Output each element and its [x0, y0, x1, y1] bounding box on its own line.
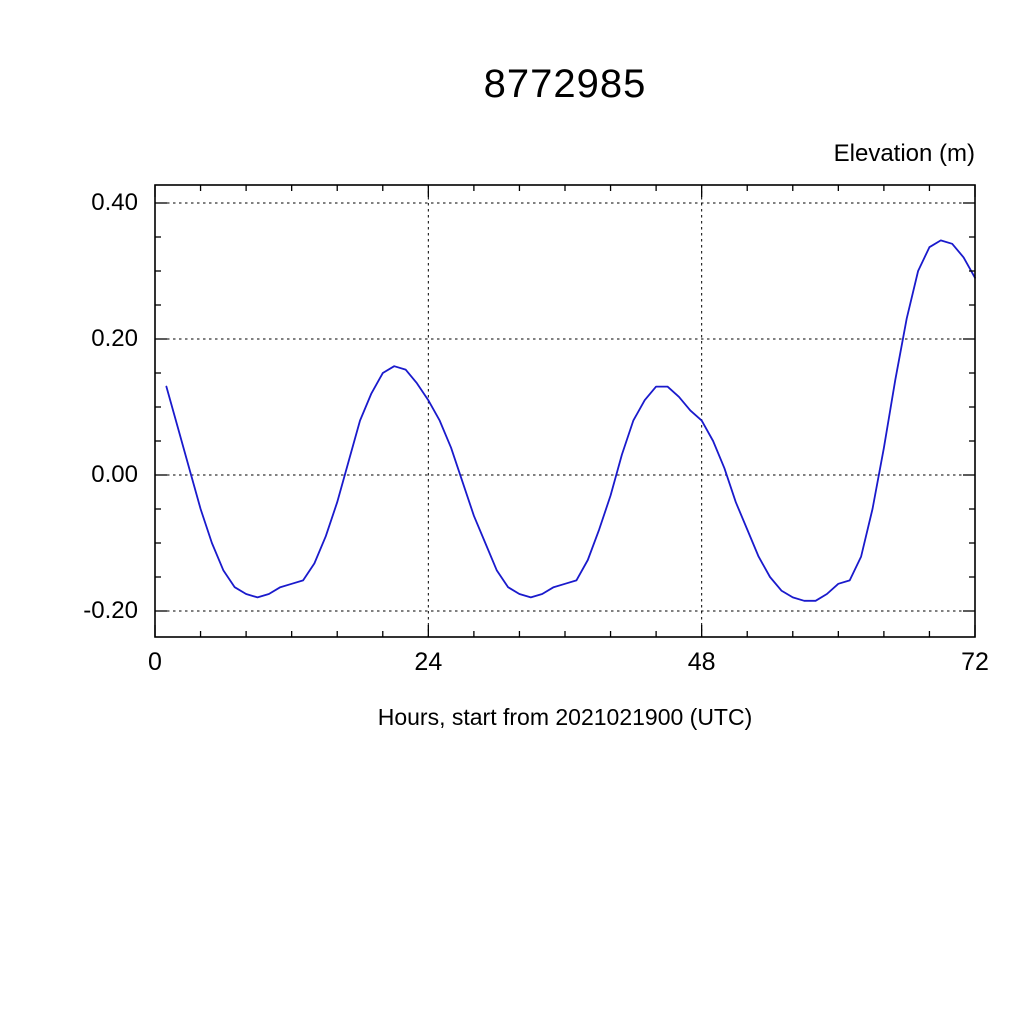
y-tick-label: 0.00: [91, 461, 138, 488]
y-tick-label: 0.40: [91, 189, 138, 216]
x-tick-label: 48: [687, 648, 716, 676]
x-tick-label: 72: [961, 648, 989, 676]
x-tick-label: 24: [414, 648, 443, 676]
chart-title: 8772985: [483, 62, 647, 106]
y-tick-label: -0.20: [83, 597, 138, 624]
y-tick-label: 0.20: [91, 325, 138, 352]
y-axis-title: Elevation (m): [833, 140, 975, 167]
x-axis-title: Hours, start from 2021021900 (UTC): [377, 704, 753, 730]
x-tick-label: 0: [148, 648, 162, 676]
